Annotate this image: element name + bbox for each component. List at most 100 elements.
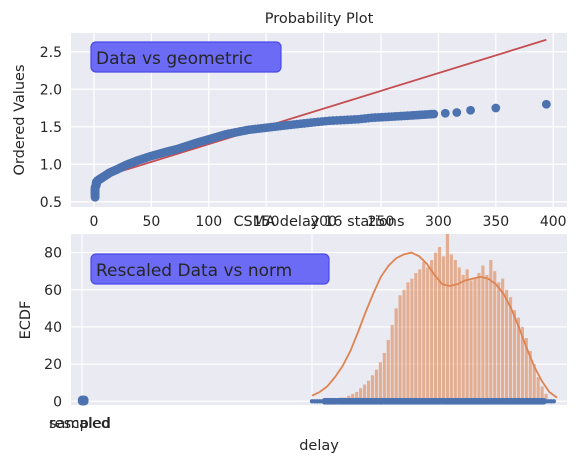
probability-plot-panel: Probability Plot Ordered Values 0 50 100 15… [12,11,567,230]
probability-point [426,109,436,119]
histogram-bar [390,325,394,402]
probability-point [541,99,551,109]
histogram-annotation-text: Rescaled Data vs norm [96,261,292,281]
histogram-bar [386,339,390,402]
histogram-bar [382,352,386,402]
probability-point [491,103,501,113]
rug-point [80,395,89,404]
probability-point [466,105,475,115]
x-tick-label: 200 [310,214,337,230]
histogram-bar [532,364,536,402]
histogram-bar [469,280,473,402]
x-tick-label: 0 [90,214,99,230]
histogram-bar [402,289,406,402]
histogram-bar [355,391,359,402]
probability-plot-y-ticks: 0.5 1.0 1.5 2.0 2.5 [40,45,62,211]
x-tick-label: 150 [253,214,280,230]
probability-point [336,115,345,125]
histogram-bar [422,261,426,402]
x-tick-label: 100 [195,214,222,230]
probability-plot-title: Probability Plot [265,11,374,27]
histogram-bar [418,269,422,402]
histogram-bar [359,388,363,402]
probability-point [440,108,450,118]
y-tick-label: 1.5 [40,120,62,136]
probability-point [292,119,302,129]
histogram-bar [465,269,469,402]
probability-points [90,99,551,202]
probability-plot-y-label: Ordered Values [12,65,28,176]
histogram-bar [374,369,378,402]
histogram-bar [453,260,457,402]
y-tick-label: 0 [53,394,62,410]
histogram-bar [508,297,513,402]
histogram-bar [414,273,418,402]
probability-annotation-text: Data vs geometric [96,49,253,69]
x-tick-label: 50 [142,214,160,230]
y-tick-label: 80 [44,246,62,262]
histogram-bar [394,308,398,402]
histogram-bar [544,393,548,402]
histogram-bar [363,384,367,402]
kde-line [311,251,558,399]
histogram-bar [520,326,524,402]
probability-point [452,108,462,117]
histogram-bar [370,375,375,402]
probability-point [279,121,289,131]
histogram-bar [493,271,497,402]
histogram-bar [528,351,532,402]
y-tick-label: 1.0 [40,157,62,173]
histogram-bar [505,289,509,402]
histogram-bar [426,267,430,402]
histogram-bar [540,386,544,402]
histogram-annotation-box [90,253,330,285]
y-tick-label: 40 [44,320,62,336]
probability-point [363,113,373,123]
histogram-bars [335,234,548,402]
histogram-bar [398,295,402,402]
y-tick-label: 60 [44,283,62,299]
probability-point [306,118,316,128]
histogram-x-label: delay [299,438,339,454]
x-tick-label: 250 [368,214,395,230]
histogram-bar [445,234,449,402]
rug-point [551,399,556,404]
histogram-bar [461,274,465,402]
histogram-bar [489,260,493,402]
histogram-bar [501,278,505,402]
y-tick-label: 2.0 [40,82,62,98]
histogram-bar [378,362,382,402]
y-tick-label: 2.5 [40,45,62,61]
rug-points [77,395,556,406]
fit-line [94,38,547,181]
histogram-bar [524,338,528,402]
x-tick-label: 400 [540,214,567,230]
fit-line-segment [94,38,547,181]
x-tick-label: 350 [482,214,509,230]
histogram-bar [485,274,489,402]
histogram-bar [497,282,501,402]
probability-point [350,115,359,124]
histogram-bar [366,380,371,402]
kde-curve [311,251,558,399]
histogram-bar [536,377,540,402]
histogram-bar [473,278,477,402]
histogram-x-tick-sampled: sampled [49,416,111,432]
histogram-y-ticks: 0 20 40 60 80 [44,246,62,411]
probability-point [390,112,400,121]
y-tick-label: 0.5 [40,195,62,211]
histogram-bar [516,317,520,402]
histogram-y-label: ECDF [18,301,34,340]
histogram-bar [437,247,442,402]
y-tick-label: 20 [44,357,62,373]
histogram-bar [430,260,434,402]
histogram-title: CSMA delay 16 stations [233,214,404,230]
histogram-bar [512,310,517,402]
probability-point [377,112,387,122]
probability-plot-x-ticks: 0 50 100 150 200 250 300 350 400 [90,214,567,230]
x-tick-label: 300 [425,214,452,230]
histogram-bar [449,254,453,402]
histogram-panel: ECDF 0 20 40 60 80 sampled rescaled delay Re… [18,234,567,454]
histogram-bar [457,267,461,402]
